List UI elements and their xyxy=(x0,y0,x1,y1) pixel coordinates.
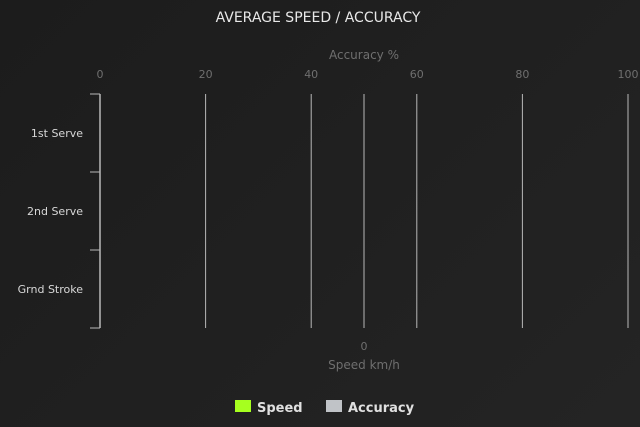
accuracy-tick-label: 80 xyxy=(515,68,529,81)
legend: Speed Accuracy xyxy=(235,400,415,416)
legend-item-speed[interactable]: Speed xyxy=(235,400,303,416)
legend-swatch-accuracy xyxy=(326,400,342,412)
legend-item-accuracy[interactable]: Accuracy xyxy=(326,400,415,416)
legend-label-accuracy: Accuracy xyxy=(348,401,415,416)
category-label: Grnd Stroke xyxy=(18,283,84,296)
accuracy-tick-label: 0 xyxy=(97,68,104,81)
accuracy-axis-label: Accuracy % xyxy=(329,48,399,62)
speed-tick-label: 0 xyxy=(361,340,368,353)
speed-axis-label: Speed km/h xyxy=(328,358,400,372)
accuracy-tick-label: 20 xyxy=(199,68,213,81)
accuracy-tick-label: 100 xyxy=(618,68,639,81)
legend-label-speed: Speed xyxy=(257,401,303,416)
category-label: 2nd Serve xyxy=(27,205,83,218)
chart-title: AVERAGE SPEED / ACCURACY xyxy=(216,10,421,26)
accuracy-tick-label: 60 xyxy=(410,68,424,81)
accuracy-tick-label: 40 xyxy=(304,68,318,81)
category-label: 1st Serve xyxy=(31,127,83,140)
legend-swatch-speed xyxy=(235,400,251,412)
